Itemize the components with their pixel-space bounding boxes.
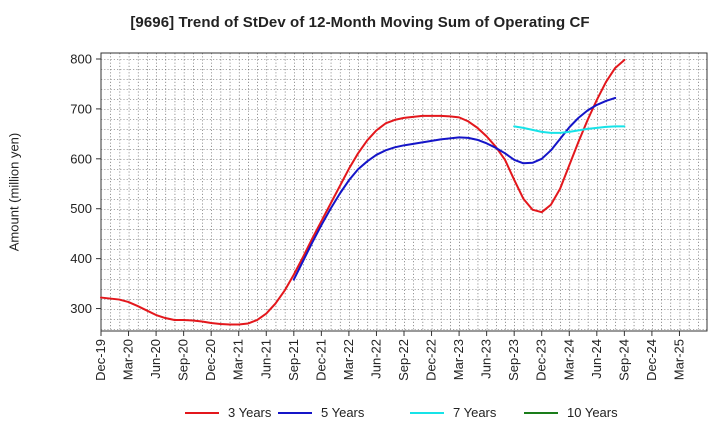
legend-swatch (278, 411, 312, 414)
y-tick-label: 400 (70, 251, 92, 266)
x-tick-label: Dec-22 (424, 339, 439, 381)
x-tick-label: Jun-23 (479, 339, 494, 379)
legend-item: 7 Years (410, 405, 496, 420)
x-tick-label: Jun-24 (589, 339, 604, 379)
x-tick-label: Dec-21 (313, 339, 328, 381)
legend-label: 3 Years (228, 405, 272, 420)
legend: 3 Years 5 Years 7 Years 10 Years (0, 405, 720, 425)
legend-item: 5 Years (278, 405, 364, 420)
x-tick-label: Sep-20 (176, 339, 191, 381)
x-tick-label: Sep-23 (506, 339, 521, 381)
x-tick-label: Sep-21 (286, 339, 301, 381)
legend-swatch (524, 411, 558, 414)
plot-frame (100, 52, 708, 332)
y-tick-label: 300 (70, 301, 92, 316)
legend-label: 5 Years (321, 405, 365, 420)
x-tick-label: Sep-24 (616, 339, 631, 381)
series-lines (100, 58, 626, 326)
x-tick-label: Jun-20 (148, 339, 163, 379)
legend-swatch (410, 411, 444, 414)
x-tick-label: Jun-22 (368, 339, 383, 379)
x-tick-labels: Dec-19 Mar-20 Jun-20 Sep-20 Dec-20 Mar-21 Jun-… (93, 339, 686, 381)
legend-label: 7 Years (453, 405, 497, 420)
x-tick-label: Jun-21 (258, 339, 273, 379)
x-tick-label: Sep-22 (396, 339, 411, 381)
x-tick-label: Mar-20 (121, 339, 136, 380)
grid (101, 53, 707, 331)
x-tick-label: Mar-23 (451, 339, 466, 380)
x-tick-label: Dec-23 (534, 339, 549, 381)
legend-label: 10 Years (567, 405, 618, 420)
x-tick-label: Dec-24 (644, 339, 659, 381)
series-line-5-years (292, 96, 617, 281)
y-tick-labels: 300 400 500 600 700 800 (70, 51, 92, 316)
chart-title: [9696] Trend of StDev of 12-Month Moving… (130, 14, 590, 31)
y-tick-label: 800 (70, 51, 92, 66)
y-tick-label: 500 (70, 201, 92, 216)
x-tick-label: Mar-24 (561, 339, 576, 380)
x-tick-label: Dec-19 (93, 339, 108, 381)
axes (96, 52, 708, 336)
legend-item: 3 Years (185, 405, 271, 420)
y-tick-label: 600 (70, 151, 92, 166)
y-tick-label: 700 (70, 101, 92, 116)
x-tick-label: Mar-21 (231, 339, 246, 380)
x-tick-label: Mar-22 (341, 339, 356, 380)
x-tick-label: Mar-25 (671, 339, 686, 380)
series-line-7-years (513, 125, 626, 134)
legend-swatch (185, 411, 219, 414)
series-line-3-years (100, 58, 626, 326)
legend-item: 10 Years (524, 405, 618, 420)
x-tick-label: Dec-20 (203, 339, 218, 381)
